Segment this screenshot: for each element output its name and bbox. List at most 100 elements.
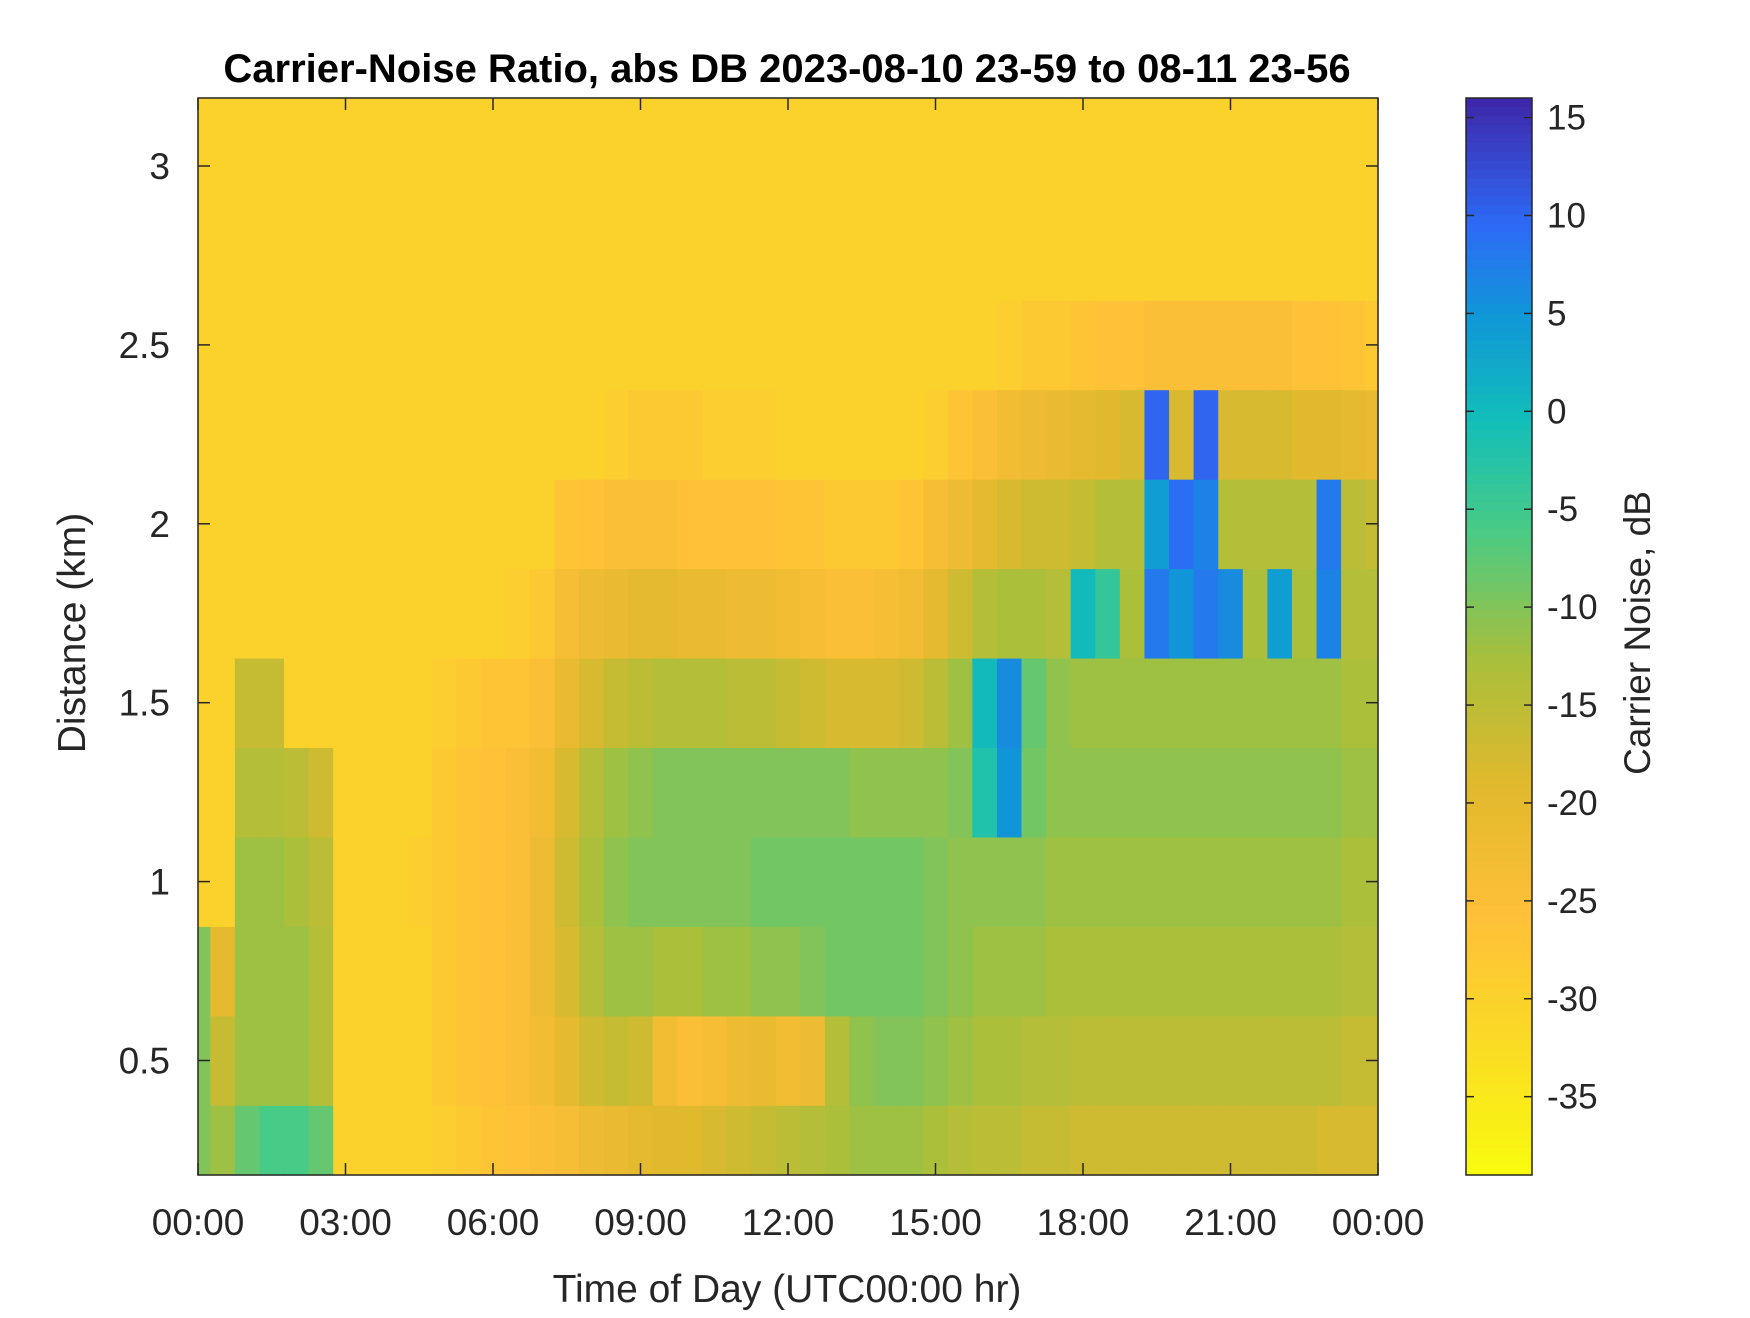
- heatmap-cell: [898, 836, 924, 927]
- heatmap-cell: [431, 747, 457, 838]
- heatmap-cell: [1341, 98, 1367, 212]
- heatmap-cell: [898, 479, 924, 570]
- y-tick-label: 2.5: [119, 325, 170, 366]
- heatmap-cell: [1193, 389, 1219, 480]
- heatmap-cell: [1341, 210, 1367, 301]
- heatmap-cell: [701, 568, 728, 659]
- heatmap-cell: [849, 836, 875, 927]
- heatmap-cell: [210, 747, 236, 838]
- heatmap-cell: [1242, 1015, 1268, 1106]
- heatmap-cell: [529, 210, 556, 301]
- heatmap-cell: [333, 479, 359, 570]
- colorbar-segment: [1466, 340, 1532, 350]
- heatmap-cell: [210, 1105, 236, 1176]
- heatmap-cell: [1119, 210, 1146, 301]
- heatmap-cell: [947, 389, 973, 480]
- heatmap-cell: [1218, 568, 1244, 659]
- heatmap-cell: [1218, 1015, 1244, 1106]
- heatmap-cell: [505, 479, 531, 570]
- heatmap-cell: [1169, 568, 1195, 659]
- heatmap-cell: [677, 210, 703, 301]
- heatmap-cell: [677, 657, 703, 749]
- heatmap-cell: [603, 389, 629, 480]
- heatmap-cell: [603, 210, 629, 301]
- heatmap-cell: [824, 479, 851, 570]
- heatmap-cell: [824, 1015, 851, 1106]
- heatmap-cell: [1046, 479, 1072, 570]
- heatmap-cell: [874, 926, 900, 1017]
- heatmap-cell: [259, 1015, 285, 1106]
- heatmap-cell: [1070, 836, 1096, 927]
- heatmap-cell: [1267, 300, 1293, 391]
- heatmap-cell: [1218, 300, 1244, 391]
- heatmap-cell: [1021, 1105, 1047, 1176]
- heatmap-cell: [701, 210, 728, 301]
- heatmap-cell: [1169, 1015, 1195, 1106]
- heatmap-cell: [210, 657, 236, 749]
- heatmap-cell: [505, 926, 531, 1017]
- heatmap-cell: [751, 657, 777, 749]
- heatmap-cell: [751, 210, 777, 301]
- colorbar-segment: [1466, 205, 1532, 216]
- heatmap-cell: [947, 747, 973, 838]
- heatmap-cell: [947, 300, 973, 391]
- heatmap-cell: [652, 926, 678, 1017]
- heatmap-cell: [1046, 657, 1072, 749]
- heatmap-cell: [1242, 389, 1268, 480]
- heatmap-cell: [1144, 747, 1170, 838]
- heatmap-cell: [505, 836, 531, 927]
- heatmap-cell: [382, 836, 408, 927]
- heatmap-cell: [357, 657, 383, 749]
- colorbar-segment: [1466, 1085, 1532, 1095]
- heatmap-cell: [406, 98, 433, 212]
- heatmap-cell: [406, 300, 433, 391]
- colorbar-tick-label: -10: [1547, 588, 1598, 627]
- heatmap-cell: [947, 479, 973, 570]
- heatmap-cell: [898, 300, 924, 391]
- colorbar-tick-label: -35: [1547, 1078, 1598, 1117]
- heatmap-cell: [1119, 836, 1146, 927]
- heatmap-cell: [456, 836, 482, 927]
- heatmap-cell: [234, 300, 261, 391]
- heatmap-cell: [1021, 657, 1047, 749]
- heatmap-cell: [677, 568, 703, 659]
- heatmap-cell: [923, 389, 949, 480]
- heatmap-cell: [726, 836, 752, 927]
- heatmap-cell: [308, 836, 334, 927]
- heatmap-cell: [554, 657, 580, 749]
- heatmap-cell: [874, 657, 900, 749]
- heatmap-cell: [775, 389, 801, 480]
- heatmap-cell: [701, 300, 728, 391]
- colorbar-tick-label: -15: [1547, 686, 1598, 725]
- y-tick-label: 2: [149, 504, 170, 545]
- heatmap-cell: [996, 1105, 1023, 1176]
- heatmap-cell: [1021, 1015, 1047, 1106]
- heatmap-cell: [1193, 479, 1219, 570]
- heatmap-cell: [1119, 568, 1146, 659]
- heatmap-cell: [1095, 300, 1121, 391]
- colorbar-segment: [1466, 977, 1532, 988]
- heatmap-cell: [1267, 210, 1293, 301]
- x-tick-label: 21:00: [1184, 1202, 1277, 1243]
- heatmap-cell: [480, 389, 506, 480]
- heatmap-cell: [1341, 568, 1367, 659]
- heatmap-cell: [677, 98, 703, 212]
- heatmap-cell: [308, 657, 334, 749]
- heatmap-cell: [874, 98, 900, 212]
- colorbar-segment: [1466, 851, 1532, 862]
- heatmap-cell: [1242, 747, 1268, 838]
- heatmap-cell: [357, 389, 383, 480]
- heatmap-cell: [996, 300, 1023, 391]
- heatmap-cell: [677, 1105, 703, 1176]
- heatmap-cell: [726, 300, 752, 391]
- y-axis-label: Distance (km): [51, 513, 94, 754]
- heatmap-cell: [1341, 479, 1367, 570]
- heatmap-cell: [1046, 300, 1072, 391]
- heatmap-cell: [972, 1015, 998, 1106]
- heatmap-cell: [210, 210, 236, 301]
- heatmap-cell: [431, 479, 457, 570]
- heatmap-cell: [751, 479, 777, 570]
- heatmap-cell: [1095, 657, 1121, 749]
- heatmap-cell: [1267, 1015, 1293, 1106]
- heatmap-cell: [652, 389, 678, 480]
